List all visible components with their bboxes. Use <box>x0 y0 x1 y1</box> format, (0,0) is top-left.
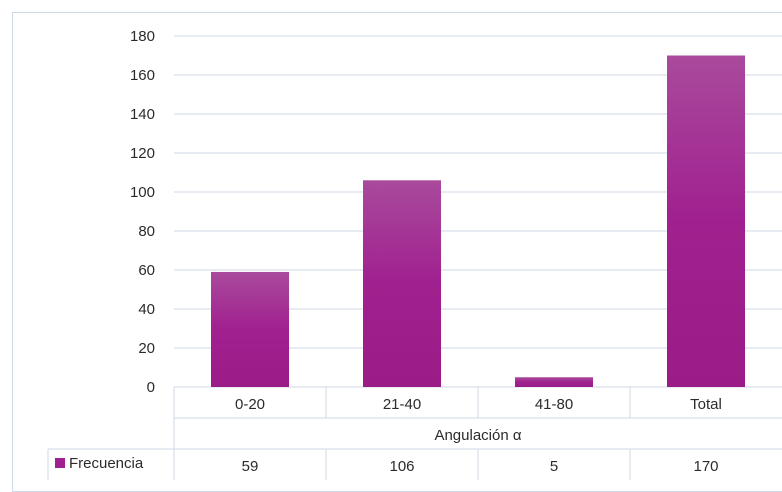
y-tick-label: 0 <box>147 379 155 396</box>
data-table-value: 59 <box>242 458 259 475</box>
legend-swatch <box>55 458 65 468</box>
y-tick-label: 100 <box>130 184 155 201</box>
bar <box>515 377 593 387</box>
legend-label: Frecuencia <box>69 455 144 472</box>
y-tick-label: 160 <box>130 67 155 84</box>
data-table-value: 170 <box>693 458 718 475</box>
y-tick-label: 60 <box>138 262 155 279</box>
y-tick-label: 20 <box>138 340 155 357</box>
data-table-value: 106 <box>389 458 414 475</box>
bar <box>211 271 289 387</box>
x-category-label: 41-80 <box>535 396 573 413</box>
y-tick-label: 140 <box>130 106 155 123</box>
y-tick-label: 80 <box>138 223 155 240</box>
data-table: 0-20 21-40 41-80 Total Angulación α Frecuenci… <box>47 387 782 480</box>
bar <box>667 55 745 387</box>
x-category-label: 21-40 <box>383 396 421 413</box>
y-axis-ticks: 0 20 40 60 80 100 120 140 160 180 <box>130 28 155 396</box>
x-category-label: Total <box>690 396 722 413</box>
y-tick-label: 180 <box>130 28 155 45</box>
bars <box>211 55 745 387</box>
bar <box>363 180 441 387</box>
x-axis-title: Angulación α <box>434 427 521 444</box>
bar-chart: 0 20 40 60 80 100 120 140 160 180 0-20 21-40 41-80 T… <box>47 28 782 480</box>
x-category-label: 0-20 <box>235 396 265 413</box>
data-table-value: 5 <box>550 458 558 475</box>
y-tick-label: 40 <box>138 301 155 318</box>
y-tick-label: 120 <box>130 145 155 162</box>
